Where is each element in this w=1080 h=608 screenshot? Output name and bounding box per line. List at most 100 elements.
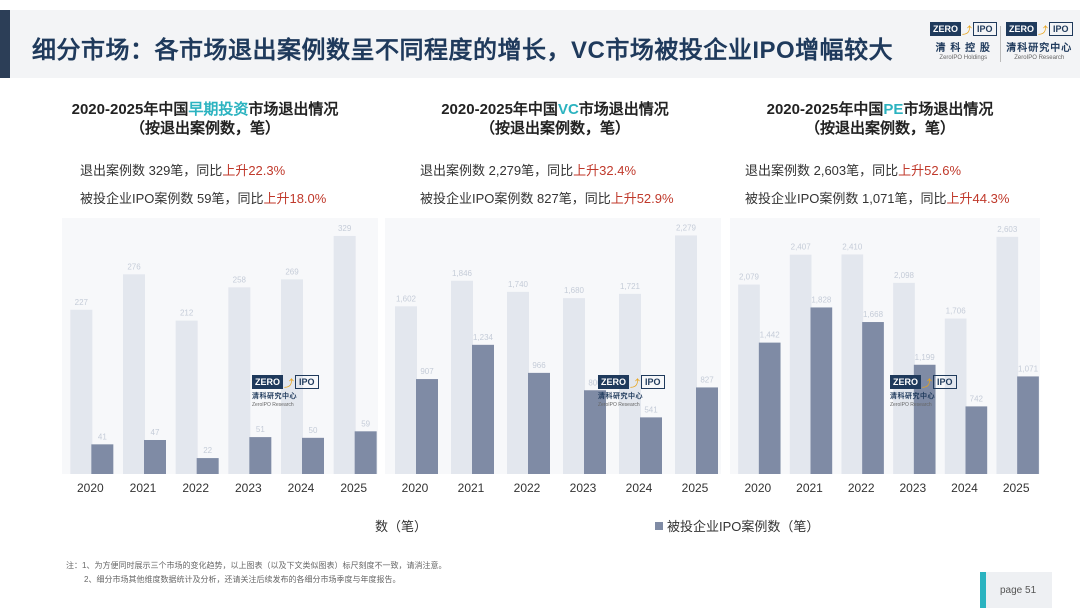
data-label-ipo: 1,199 — [915, 353, 936, 362]
page-number-accent — [980, 572, 986, 608]
data-label-ipo: 907 — [420, 367, 434, 376]
bar-ipo — [696, 387, 718, 474]
x-tick-label: 2022 — [848, 481, 875, 495]
zeroipo-research-logo: ZERO ⤴ IPO 清科研究中心 ZeroIPO Research — [1006, 22, 1073, 64]
research-en: ZeroIPO Research — [1014, 55, 1065, 61]
data-label-ipo: 1,442 — [760, 331, 781, 340]
panel-subtitle: （按退出案例数，笔） — [804, 120, 955, 137]
bar-total — [675, 235, 697, 474]
bar-ipo — [196, 458, 219, 474]
bar-total — [333, 235, 356, 474]
bar-ipo — [810, 307, 833, 474]
bar-total — [70, 309, 93, 474]
plot-area — [62, 218, 378, 474]
data-label-total: 212 — [180, 309, 194, 318]
x-tick-label: 2021 — [796, 481, 823, 495]
data-label-total: 258 — [233, 275, 247, 284]
x-tick-label: 2025 — [682, 481, 709, 495]
stat-early-ipo: 被投企业IPO案例数 59笔，同比上升18.0% — [80, 191, 327, 206]
watermark-pe: ZERO ⤴ IPO 清科研究中心 ZeroIPO Research — [890, 375, 957, 408]
page-number-box — [980, 572, 1052, 608]
page-number: page 51 — [1000, 585, 1037, 596]
legend-ipo: 被投企业IPO案例数（笔） — [655, 516, 819, 535]
stat-pe-ipo: 被投企业IPO案例数 1,071笔，同比上升44.3% — [745, 191, 1010, 206]
bar-ipo — [862, 322, 884, 474]
bar-ipo — [354, 431, 377, 474]
x-tick-label: 2020 — [77, 481, 104, 495]
logo-ipo-text: IPO — [973, 22, 997, 36]
data-label-total: 2,079 — [739, 273, 760, 282]
x-tick-label: 2020 — [402, 481, 429, 495]
bar-ipo — [528, 372, 550, 474]
bar-total — [738, 284, 760, 474]
bar-ipo — [249, 437, 272, 474]
data-label-ipo: 827 — [700, 375, 714, 384]
data-label-ipo: 41 — [98, 432, 107, 441]
bar-total — [175, 320, 198, 474]
x-tick-label: 2021 — [130, 481, 157, 495]
data-label-total: 1,602 — [396, 294, 417, 303]
bar-total — [281, 279, 303, 474]
data-label-ipo: 541 — [644, 405, 658, 414]
bar-ipo — [758, 342, 781, 474]
panel-title-early: 2020-2025年中国早期投资市场退出情况 （按退出案例数，笔） — [50, 100, 360, 138]
plot-area — [730, 218, 1040, 474]
swoosh-icon: ⤴ — [1038, 25, 1049, 37]
x-tick-label: 2025 — [1003, 481, 1030, 495]
research-cn: 清科研究中心 — [1006, 43, 1073, 54]
page-title: 细分市场：各市场退出案例数呈不同程度的增长，VC市场被投企业IPO增幅较大 — [32, 37, 894, 64]
data-label-total: 2,279 — [676, 223, 697, 232]
x-tick-label: 2022 — [514, 481, 541, 495]
bar-total — [507, 291, 529, 474]
data-label-ipo: 50 — [309, 426, 318, 435]
panel-title-pe: 2020-2025年中国PE市场退出情况 （按退出案例数，笔） — [725, 100, 1035, 138]
bar-ipo — [91, 444, 114, 474]
stat-pe-exits: 退出案例数 2,603笔，同比上升52.6% — [745, 163, 962, 178]
data-label-ipo: 1,071 — [1018, 364, 1039, 373]
data-label-ipo: 59 — [361, 419, 370, 428]
watermark-vc: ZERO ⤴ IPO 清科研究中心 ZeroIPO Research — [598, 375, 665, 408]
stat-early-exits: 退出案例数 329笔，同比上升22.3% — [80, 163, 286, 178]
x-tick-label: 2023 — [899, 481, 926, 495]
x-tick-label: 2021 — [458, 481, 485, 495]
logo-zero-text: ZERO — [930, 22, 962, 36]
panel-subtitle: （按退出案例数，笔） — [479, 120, 630, 137]
title-bar — [0, 10, 1080, 78]
bar-ipo — [965, 406, 988, 474]
data-label-ipo: 1,234 — [473, 333, 494, 342]
data-label-ipo: 800 — [588, 378, 602, 387]
data-label-ipo: 966 — [532, 361, 546, 370]
x-tick-label: 2025 — [340, 481, 367, 495]
plot-area — [385, 218, 721, 474]
data-label-total: 1,740 — [508, 280, 529, 289]
x-tick-label: 2022 — [182, 481, 209, 495]
legend-ipo-swatch — [655, 522, 663, 530]
footnote-1: 注：1、为方便同时展示三个市场的变化趋势，以上图表（以及下文类似图表）标尺刻度不… — [66, 561, 447, 570]
data-label-total: 1,721 — [620, 282, 641, 291]
data-label-ipo: 51 — [256, 425, 265, 434]
bar-ipo — [913, 364, 936, 474]
x-tick-label: 2024 — [626, 481, 653, 495]
logo-ipo-text: IPO — [1049, 22, 1073, 36]
stat-vc-ipo: 被投企业IPO案例数 827笔，同比上升52.9% — [420, 191, 674, 206]
x-tick-label: 2023 — [235, 481, 262, 495]
bar-total — [123, 274, 145, 474]
data-label-total: 1,846 — [452, 269, 473, 278]
bar-ipo — [144, 439, 166, 474]
data-label-total: 269 — [285, 267, 299, 276]
watermark-early: ZERO ⤴ IPO 清科研究中心 ZeroIPO Research — [252, 375, 319, 408]
x-tick-label: 2024 — [288, 481, 315, 495]
data-label-ipo: 742 — [970, 394, 984, 403]
data-label-total: 2,407 — [791, 243, 812, 252]
data-label-total: 227 — [75, 298, 89, 307]
logo-zero-text: ZERO — [1006, 22, 1038, 36]
panel-title-vc: 2020-2025年中国VC市场退出情况 （按退出案例数，笔） — [400, 100, 710, 138]
logo-divider — [1000, 26, 1001, 62]
data-label-total: 276 — [127, 262, 141, 271]
data-label-total: 1,680 — [564, 286, 585, 295]
swoosh-icon: ⤴ — [962, 25, 973, 37]
bar-total — [619, 293, 641, 474]
data-label-total: 2,603 — [997, 225, 1018, 234]
bar-total — [395, 306, 417, 474]
